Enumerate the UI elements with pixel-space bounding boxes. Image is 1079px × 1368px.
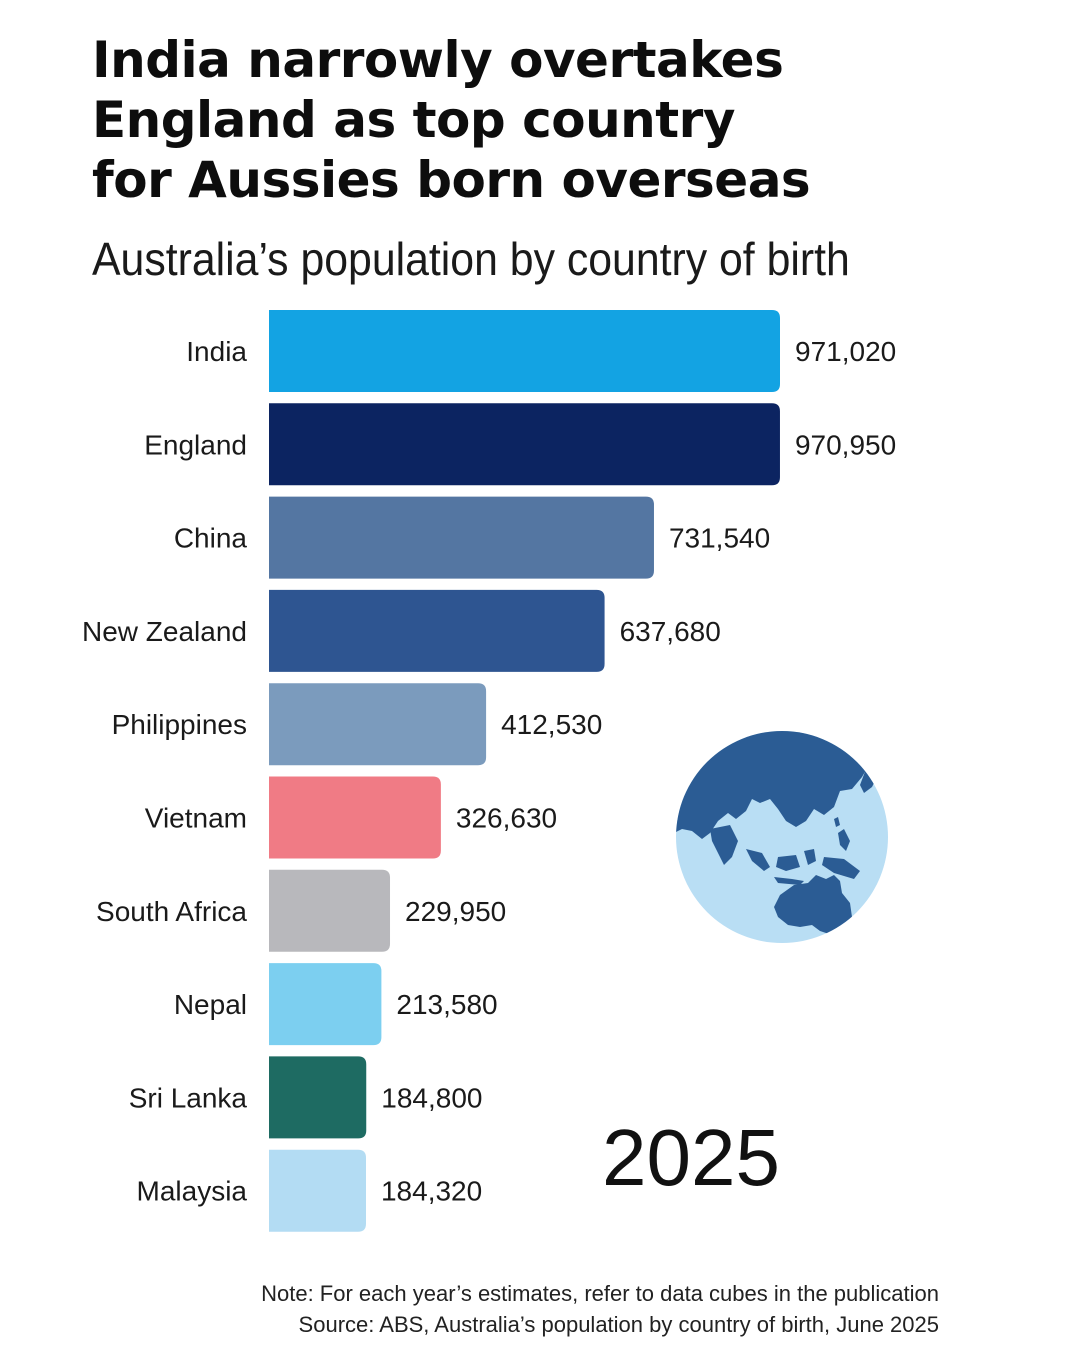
category-label: England xyxy=(144,429,247,460)
bar-china xyxy=(269,496,654,579)
category-label: Nepal xyxy=(174,989,247,1020)
bar-india xyxy=(269,310,780,392)
value-label: 213,580 xyxy=(396,989,497,1020)
title-line-2: England as top country xyxy=(92,91,735,149)
chart-title: India narrowly overtakes England as top … xyxy=(92,30,992,210)
category-label: Sri Lanka xyxy=(129,1082,248,1113)
value-label: 184,800 xyxy=(381,1082,482,1113)
footnote-source: Source: ABS, Australia’s population by c… xyxy=(298,1312,939,1337)
chart-subtitle: Australia’s population by country of bir… xyxy=(92,233,850,285)
bar-south-africa xyxy=(269,869,391,952)
category-label: Philippines xyxy=(112,709,247,740)
globe-icon xyxy=(676,731,888,943)
bar-vietnam xyxy=(269,776,441,859)
value-label: 229,950 xyxy=(405,896,506,927)
title-line-1: India narrowly overtakes xyxy=(92,31,784,89)
bar-england xyxy=(269,403,780,486)
year-label: 2025 xyxy=(602,1113,780,1202)
bar-philippines xyxy=(269,683,487,766)
title-line-3: for Aussies born overseas xyxy=(92,151,811,209)
category-label: New Zealand xyxy=(82,616,247,647)
bar-malaysia xyxy=(269,1149,366,1232)
footnote-note: Note: For each year’s estimates, refer t… xyxy=(261,1281,939,1306)
bar-sri-lanka xyxy=(269,1056,367,1139)
value-label: 184,320 xyxy=(381,1176,482,1207)
value-label: 326,630 xyxy=(456,803,557,834)
value-label: 637,680 xyxy=(620,616,721,647)
bar-nepal xyxy=(269,963,382,1046)
footnote: Note: For each year’s estimates, refer t… xyxy=(261,1278,939,1340)
bar-new-zealand xyxy=(269,589,605,672)
value-label: 731,540 xyxy=(669,523,770,554)
category-label: China xyxy=(174,523,248,554)
category-label: Vietnam xyxy=(145,803,247,834)
value-label: 970,950 xyxy=(795,429,896,460)
category-label: India xyxy=(186,336,247,367)
value-label: 971,020 xyxy=(795,336,896,367)
category-label: Malaysia xyxy=(137,1176,248,1207)
category-label: South Africa xyxy=(96,896,247,927)
value-label: 412,530 xyxy=(501,709,602,740)
